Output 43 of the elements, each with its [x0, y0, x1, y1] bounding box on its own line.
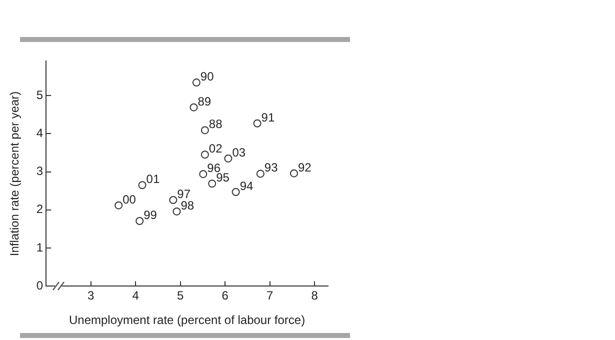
y-tick-label: 4 — [36, 126, 44, 140]
x-tick-label: 4 — [132, 288, 140, 303]
y-tick-label: 1 — [36, 240, 44, 254]
point — [169, 196, 178, 204]
point — [232, 188, 240, 196]
x-tick-label: 3 — [87, 288, 94, 303]
annotation: 99 — [144, 208, 158, 222]
point — [136, 216, 144, 225]
annotation: 92 — [298, 160, 312, 174]
point — [192, 78, 200, 87]
annotation: 88 — [208, 117, 223, 132]
point — [199, 170, 208, 178]
point — [200, 150, 209, 159]
point — [172, 207, 181, 216]
point — [290, 169, 298, 178]
y-tick-label: 2 — [36, 202, 44, 216]
annotation: 93 — [264, 160, 278, 175]
point — [253, 119, 262, 128]
x-axis-title: Unemployment rate (percent of labour force) — [68, 313, 306, 328]
annotation: 89 — [198, 94, 212, 108]
annotation: 94 — [240, 179, 254, 194]
point — [190, 103, 198, 112]
x-tick-label: 7 — [266, 288, 274, 303]
y-tick-label: 3 — [36, 164, 44, 178]
annotation: 91 — [261, 110, 275, 124]
y-axis-title: Inflation rate (percent per year) — [8, 91, 22, 256]
point — [200, 126, 209, 134]
x-tick-label: 5 — [176, 288, 184, 303]
y-tick-label: 5 — [36, 88, 44, 102]
y-tick-label: 0 — [36, 278, 44, 293]
x-tick-label: 8 — [311, 288, 318, 303]
x-tick-label: 6 — [222, 288, 229, 303]
point — [208, 180, 216, 188]
point — [114, 201, 123, 210]
point — [256, 170, 264, 178]
point — [224, 154, 232, 162]
annotation: 02 — [208, 142, 223, 156]
annotation: 90 — [200, 70, 214, 84]
annotation: 03 — [232, 145, 246, 160]
point — [138, 181, 146, 190]
annotation: 95 — [216, 170, 230, 185]
annotation: 00 — [122, 192, 136, 206]
annotation: 01 — [146, 172, 160, 186]
